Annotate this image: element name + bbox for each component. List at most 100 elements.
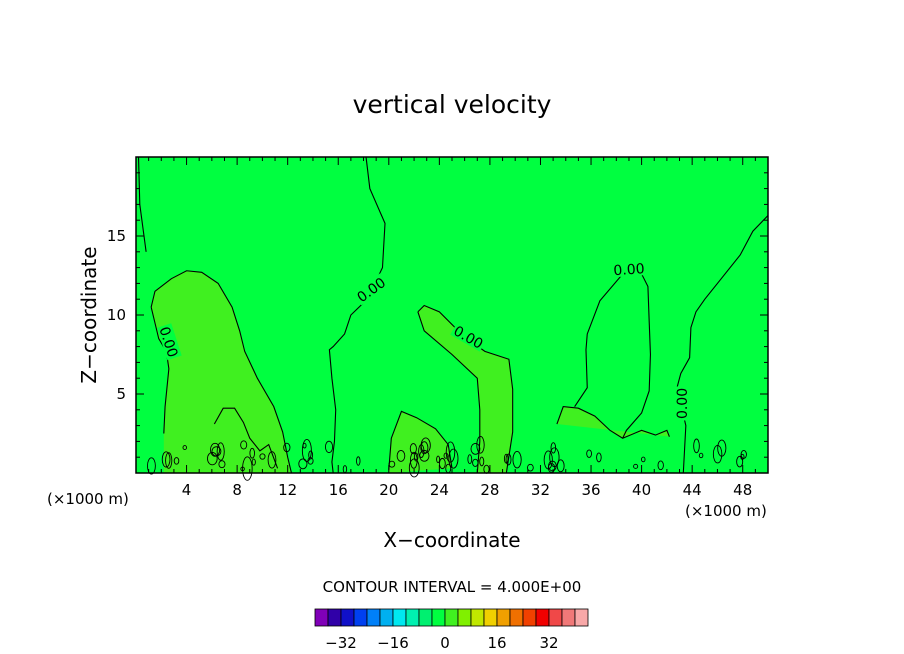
- x-axis-ticks: 4 8 12 16 20 24 28 32 36 40 44 48: [148, 157, 756, 499]
- colorbar-swatch: [457, 608, 472, 627]
- surface-noise-contour: [182, 445, 188, 450]
- colorbar-swatch: [340, 608, 355, 627]
- x-tick-label: 24: [430, 481, 449, 499]
- surface-noise-contour: [633, 463, 639, 469]
- surface-noise-contour: [419, 450, 430, 462]
- surface-noise-contour: [218, 460, 226, 469]
- contour-interval-label: CONTOUR INTERVAL = 4.000E+00: [323, 578, 582, 596]
- y-axis-ticks: 5 10 15: [107, 172, 768, 458]
- surface-noise-contour: [512, 451, 522, 469]
- colorbar-swatch: [405, 608, 420, 627]
- x-unit-label-right: (×1000 m): [685, 502, 767, 520]
- contour-line-2: [150, 270, 293, 474]
- contour-line-1: [328, 156, 386, 474]
- colorbar-swatch: [522, 608, 537, 627]
- surface-noise-contour: [420, 441, 429, 455]
- colorbar-swatch: [548, 608, 563, 627]
- x-tick-label: 8: [232, 481, 242, 499]
- surface-noise-contour: [420, 437, 431, 454]
- y-tick-label: 10: [107, 306, 126, 324]
- surface-noise-contour: [413, 452, 419, 462]
- x-tick-label: 20: [379, 481, 398, 499]
- x-tick-label: 44: [683, 481, 702, 499]
- colorbar-swatch: [561, 608, 576, 627]
- x-tick-label: 28: [480, 481, 499, 499]
- surface-noise-contour: [216, 442, 225, 461]
- surface-noise-contour: [173, 457, 180, 465]
- x-tick-label: 16: [329, 481, 348, 499]
- surface-noise-contour: [436, 455, 441, 464]
- surface-noise-contour: [439, 457, 446, 470]
- surface-noise-contour: [165, 452, 173, 469]
- x-tick-label: 48: [733, 481, 752, 499]
- surface-noise-contour: [301, 438, 312, 462]
- colorbar-swatch: [392, 608, 407, 627]
- surface-noise-contour: [476, 436, 485, 454]
- colorbar-tick-label: 32: [539, 634, 558, 652]
- contour-line-5: [417, 311, 481, 474]
- colorbar-swatch: [314, 608, 329, 627]
- surface-noise-contour: [698, 452, 704, 459]
- plot-area: 0.000.000.000.000.00: [135, 156, 769, 481]
- surface-noise-contour: [388, 460, 396, 468]
- surface-noise-contour: [657, 460, 664, 471]
- contour-fill-layer: [151, 270, 670, 473]
- surface-noise-contour: [549, 447, 560, 468]
- x-tick-label: 32: [531, 481, 550, 499]
- contour-label-text: 0.00: [613, 261, 645, 279]
- surface-noise-contour: [298, 458, 308, 470]
- surface-noise-contour: [527, 463, 534, 472]
- surface-noise-contour: [408, 458, 420, 478]
- colorbar-swatch: [327, 608, 342, 627]
- surface-noise-contour: [409, 443, 417, 455]
- surface-noise-contour: [740, 449, 747, 459]
- surface-noise-contour: [693, 438, 700, 454]
- surface-noise-contour: [470, 442, 481, 455]
- contour-label-4: 0.00: [674, 386, 691, 421]
- surface-noise-contour: [307, 457, 314, 465]
- surface-noise-contour: [308, 450, 314, 460]
- surface-noise-contour: [586, 449, 593, 458]
- x-unit-label-left: (×1000 m): [47, 490, 129, 508]
- surface-noise-contour: [249, 447, 255, 459]
- colorbar-tick-label: −16: [377, 634, 409, 652]
- surface-noise-contour: [445, 441, 456, 463]
- colorbar-swatch: [483, 608, 498, 627]
- contour-line-9: [213, 407, 279, 469]
- surface-noise-contour: [596, 452, 602, 463]
- surface-noise-contour: [641, 456, 646, 463]
- surface-noise-contour: [161, 451, 171, 468]
- surface-noise-contour: [146, 457, 156, 475]
- positive-region-0: [151, 270, 292, 473]
- surface-noise-contour: [211, 446, 222, 457]
- colorbar-tick-label: −32: [325, 634, 357, 652]
- y-axis-label: Z−coordinate: [77, 246, 101, 383]
- surface-noise-contour: [712, 444, 723, 464]
- surface-noise-contour: [479, 456, 485, 467]
- colorbar-swatch: [431, 608, 446, 627]
- colorbar-swatch: [444, 608, 459, 627]
- colorbar-swatch: [574, 608, 589, 627]
- contour-line-10: [388, 410, 453, 470]
- surface-noise-contour: [240, 466, 245, 472]
- y-tick-label: 5: [116, 385, 126, 403]
- surface-noise-contour: [356, 456, 361, 466]
- colorbar-swatch: [535, 608, 550, 627]
- surface-noise-contour: [503, 453, 509, 464]
- colorbar-tick-labels: −32 −16 0 16 32: [325, 634, 558, 652]
- x-tick-label: 12: [278, 481, 297, 499]
- contour-label-2: 0.00: [611, 260, 647, 279]
- colorbar-swatch: [379, 608, 394, 627]
- contour-line-6: [556, 406, 670, 439]
- colorbar: [314, 608, 589, 627]
- positive-region-4: [556, 406, 670, 439]
- surface-noise-contour: [505, 453, 512, 466]
- surface-noise-contour: [302, 442, 307, 449]
- surface-noise-contour: [242, 456, 253, 481]
- surface-noise-contour: [736, 455, 744, 468]
- positive-region-1: [417, 305, 513, 473]
- surface-noise-contour: [267, 451, 277, 469]
- contour-line-7: [574, 273, 651, 439]
- colorbar-swatch: [353, 608, 368, 627]
